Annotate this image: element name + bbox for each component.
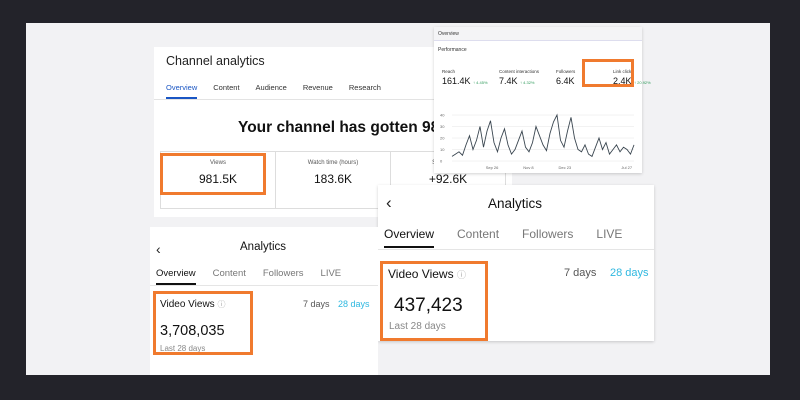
y-tick-label: 20	[440, 136, 445, 141]
tab-divider	[378, 249, 654, 250]
metric-value: 161.4K ↑ 4.45%	[442, 76, 499, 86]
x-tick-label: Jul 27	[621, 165, 632, 170]
link-clicks-highlight-box	[582, 59, 634, 87]
metric-value: 7.4K ↑ 4.32%	[499, 76, 556, 86]
collage-canvas: Channel analytics Overview Content Audie…	[26, 23, 770, 375]
performance-card: Overview Performance Reach 161.4K ↑ 4.45…	[434, 27, 651, 173]
analytics-tabs: Overview Content Followers LIVE	[156, 268, 358, 285]
tab-divider	[154, 99, 512, 100]
tab-live[interactable]: LIVE	[320, 268, 342, 279]
metric-label: Watch time (hours)	[307, 160, 359, 166]
range-7-days[interactable]: 7 days	[564, 267, 597, 279]
metric-label: Link clicks	[613, 69, 634, 74]
metric-number: 161.4K	[442, 76, 471, 86]
tab-overview[interactable]: Overview	[156, 268, 196, 285]
metric-delta: ↑ 4.32%	[520, 80, 535, 85]
video-views-period: Last 28 days	[389, 321, 446, 332]
tab-divider	[150, 285, 378, 286]
tab-content[interactable]: Content	[457, 227, 500, 241]
range-28-days[interactable]: 28 days	[610, 267, 649, 279]
tab-overview[interactable]: Overview	[166, 83, 198, 99]
performance-metrics: Reach 161.4K ↑ 4.45% Content interaction…	[442, 69, 651, 86]
video-views-highlight-box	[380, 261, 488, 341]
tab-overview[interactable]: Overview	[384, 227, 435, 248]
x-tick-label: Sep 26	[486, 165, 499, 170]
x-tick-label: Dec 23	[558, 165, 571, 170]
analytics-title: Analytics	[240, 241, 287, 253]
video-views-period: Last 28 days	[160, 344, 206, 353]
range-7-days[interactable]: 7 days	[303, 299, 330, 309]
tab-revenue[interactable]: Revenue	[302, 83, 333, 92]
analytics-tabs: Overview Content Followers LIVE	[384, 227, 645, 248]
chevron-left-icon[interactable]: ‹	[386, 193, 392, 212]
y-tick-label: 40	[440, 113, 445, 118]
info-icon[interactable]: ⓘ	[456, 270, 466, 280]
metric-label: Reach	[442, 69, 456, 74]
tab-live[interactable]: LIVE	[596, 227, 623, 241]
metric-delta: ↑ 20.92%	[634, 80, 651, 85]
mobile-analytics-card-small: ‹ Analytics Overview Content Followers L…	[150, 227, 378, 375]
channel-analytics-title: Channel analytics	[166, 54, 265, 68]
metric-label: Views	[210, 160, 226, 166]
metric-number: 7.4K	[499, 76, 518, 86]
y-tick-label: 0	[440, 159, 443, 164]
metric-value: 6.4K	[556, 76, 613, 86]
metric-value: 2.4K ↑ 20.92%	[613, 76, 651, 86]
tab-followers[interactable]: Followers	[522, 227, 574, 241]
mobile-analytics-card-large: ‹ Analytics Overview Content Followers L…	[378, 185, 654, 341]
performance-topbar: Overview	[434, 27, 642, 41]
x-tick-label: Nov 8	[523, 165, 534, 170]
metric-number: 2.4K	[613, 76, 632, 86]
metric-views[interactable]: Views 981.5K	[161, 152, 276, 208]
tab-audience[interactable]: Audience	[255, 83, 287, 92]
info-icon[interactable]: ⓘ	[217, 300, 226, 309]
metric-value: +92.6K	[428, 172, 468, 186]
video-views-label: Video Views ⓘ	[388, 267, 466, 281]
video-views-label: Video Views ⓘ	[160, 299, 225, 310]
tab-followers[interactable]: Followers	[262, 268, 304, 279]
metric-followers[interactable]: Followers 6.4K	[556, 69, 613, 86]
performance-line-chart: 40 30 20 10 0 Sep 26 Nov 8 Dec 23 Jul 27	[440, 113, 635, 170]
y-tick-label: 30	[440, 124, 445, 129]
channel-headline: Your channel has gotten 981,539 v	[238, 119, 491, 136]
metric-watch-time[interactable]: Watch time (hours) 183.6K	[276, 152, 391, 208]
metric-label: Followers	[556, 69, 576, 74]
tab-content[interactable]: Content	[212, 268, 246, 279]
metric-value: 183.6K	[313, 172, 353, 186]
metric-content-interactions[interactable]: Content interactions 7.4K ↑ 4.32%	[499, 69, 556, 86]
video-views-highlight-box	[153, 291, 253, 355]
tab-content[interactable]: Content	[213, 83, 240, 92]
video-views-text: Video Views	[160, 299, 215, 310]
video-views-value: 437,423	[394, 295, 463, 316]
metric-reach[interactable]: Reach 161.4K ↑ 4.45%	[442, 69, 499, 86]
views-highlight-box	[160, 153, 266, 195]
series-line	[451, 113, 635, 158]
tab-research[interactable]: Research	[348, 83, 381, 92]
chevron-left-icon[interactable]: ‹	[156, 241, 161, 257]
metric-number: 6.4K	[556, 76, 575, 86]
range-28-days[interactable]: 28 days	[338, 299, 370, 309]
metric-label: Content interactions	[499, 69, 540, 74]
analytics-title: Analytics	[488, 196, 543, 211]
video-views-text: Video Views	[388, 267, 454, 281]
video-views-value: 3,708,035	[160, 323, 225, 339]
y-tick-label: 10	[440, 147, 445, 152]
metric-delta: ↑ 4.45%	[473, 80, 488, 85]
metric-value: 981.5K	[198, 172, 238, 186]
channel-tabs: Overview Content Audience Revenue Resear…	[166, 83, 397, 99]
metric-link-clicks[interactable]: Link clicks 2.4K ↑ 20.92%	[613, 69, 651, 86]
performance-title: Performance	[438, 47, 467, 53]
